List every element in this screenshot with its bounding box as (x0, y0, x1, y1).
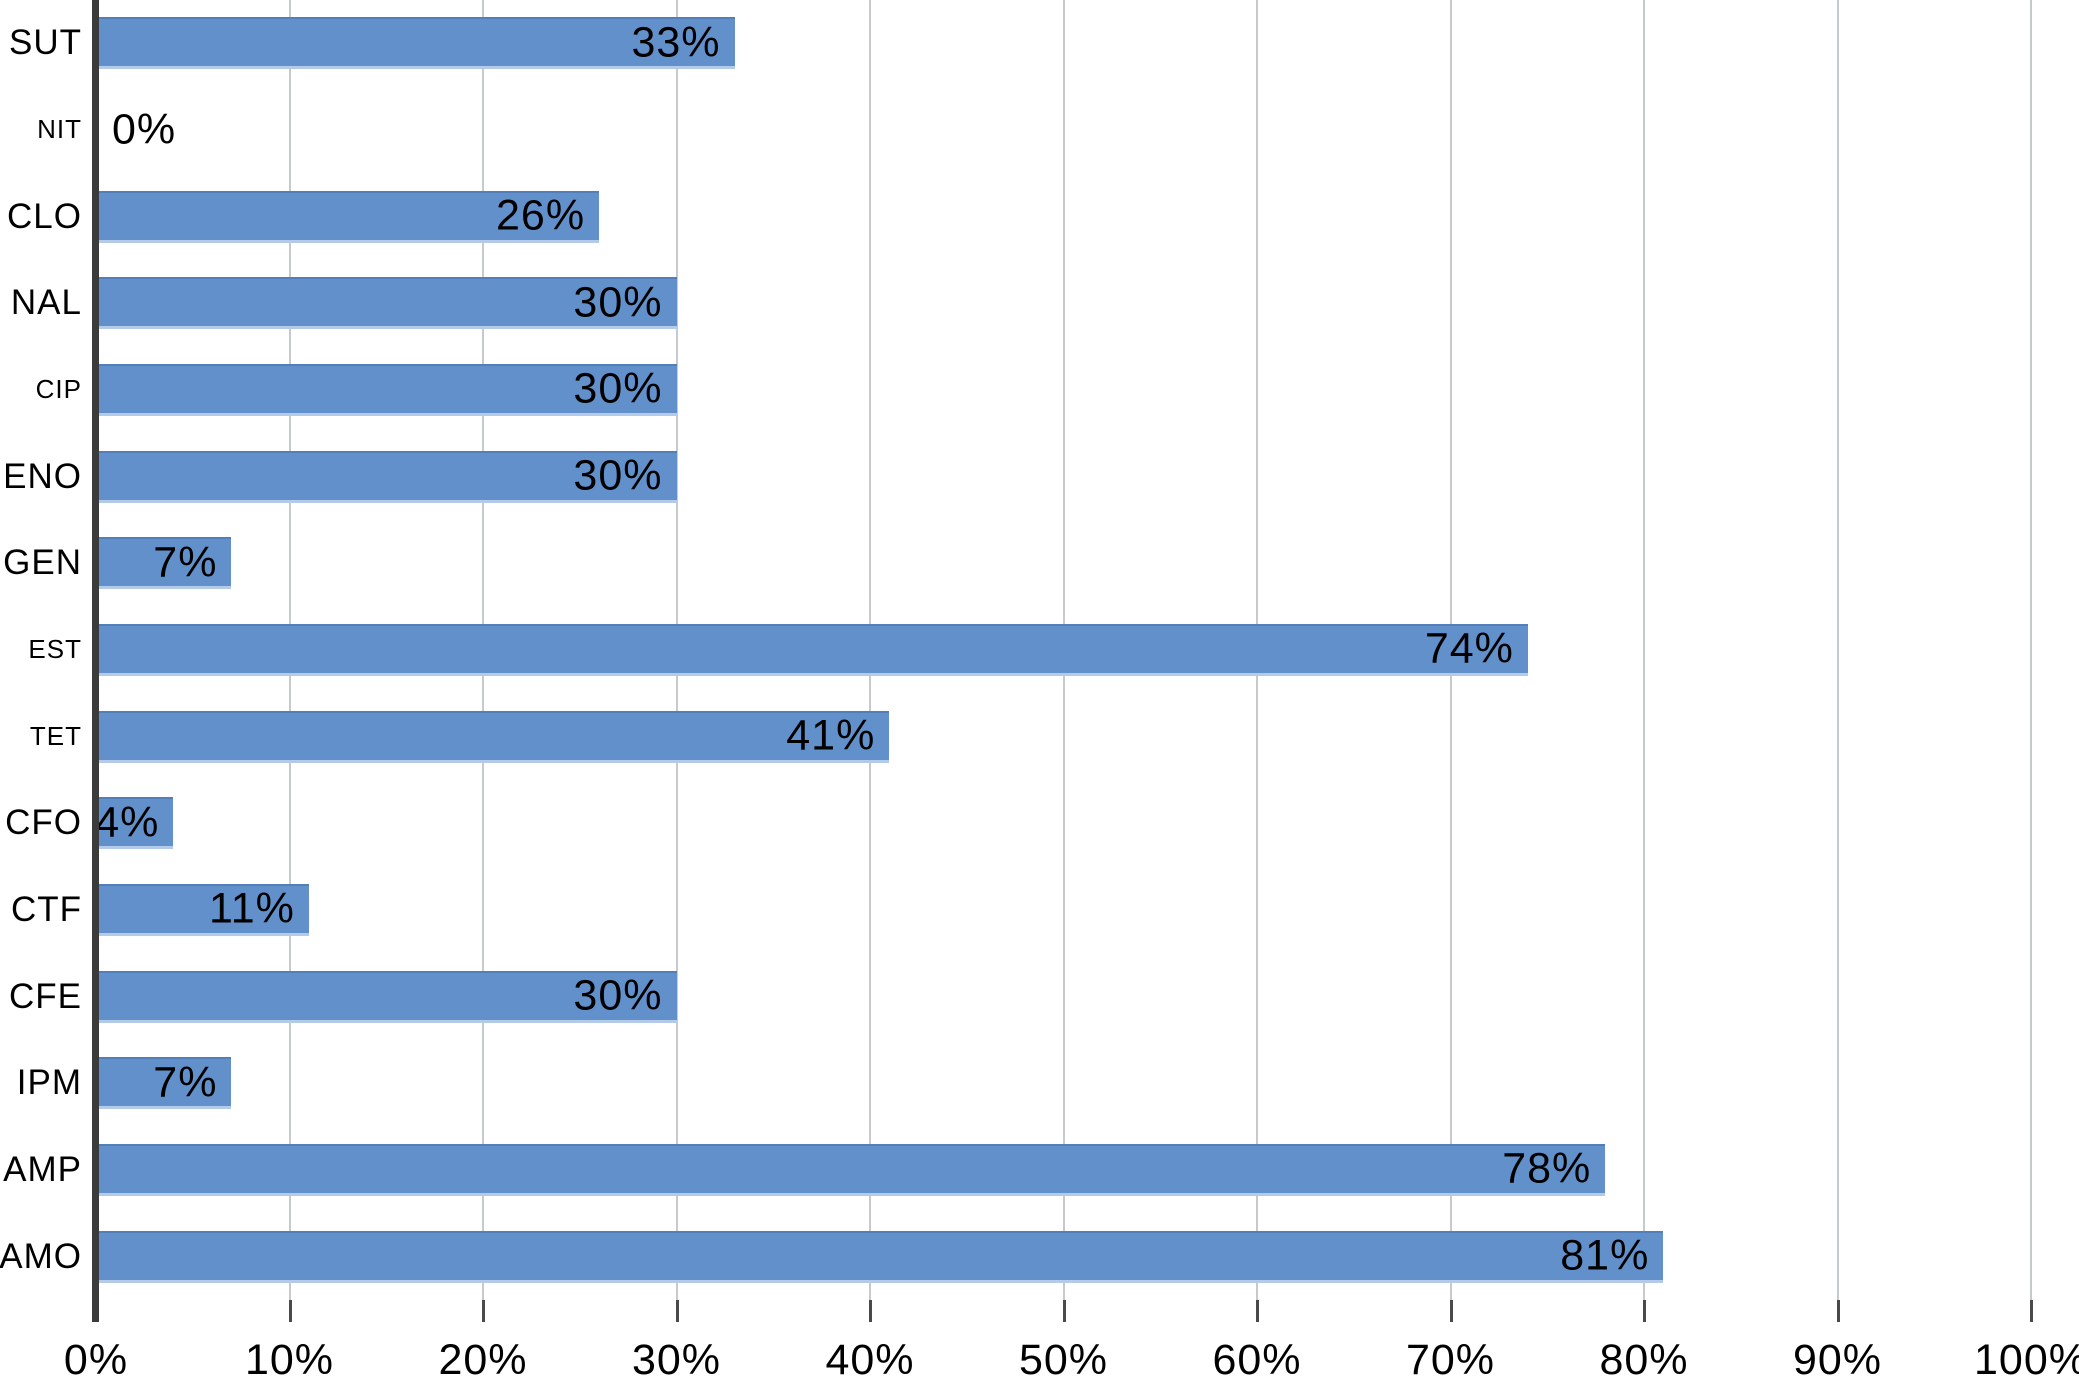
bar-value-label: 7% (153, 538, 218, 587)
bar-value-label: 4% (95, 798, 160, 847)
x-tick-label: 20% (438, 1336, 528, 1384)
x-axis-tick (1449, 1300, 1453, 1322)
bar: 30% (96, 970, 677, 1023)
category-label: NAL (10, 283, 82, 323)
bar: 30% (96, 450, 677, 503)
category-label: CFE (9, 976, 82, 1016)
bar-value-label: 30% (573, 278, 663, 327)
bar-value-label: 74% (1424, 624, 1514, 673)
gridline (1643, 0, 1645, 1300)
x-tick-label: 100% (1974, 1336, 2079, 1384)
bar: 33% (96, 17, 735, 70)
bar: 7% (96, 537, 232, 590)
category-label: IPM (16, 1063, 82, 1103)
x-tick-label: 10% (244, 1336, 335, 1384)
bar-value-label: 41% (786, 711, 876, 760)
bar-row: 78% (96, 1127, 2031, 1214)
x-tick-label: 90% (1792, 1336, 1883, 1384)
bar: 30% (96, 363, 677, 416)
x-tick-label: 30% (631, 1336, 722, 1384)
bar: 7% (96, 1057, 232, 1110)
bar-value-label: 78% (1502, 1144, 1592, 1193)
bar: 78% (96, 1143, 1606, 1196)
bar-value-label: 30% (573, 451, 663, 500)
x-axis-tick (1062, 1300, 1066, 1322)
bar-value-label: 30% (573, 971, 663, 1020)
category-label: AMO (0, 1236, 82, 1276)
bar-row: 7% (96, 1040, 2031, 1127)
x-tick-label: 50% (1018, 1336, 1109, 1384)
bar-row: 7% (96, 520, 2031, 607)
bar-row: 0% (96, 87, 2031, 174)
x-axis-tick (869, 1300, 872, 1322)
bar: 41% (96, 710, 890, 763)
bar: 11% (96, 883, 309, 936)
bar-value-label: 7% (153, 1058, 218, 1107)
category-label: ENO (3, 456, 82, 496)
bar-row: 11% (96, 867, 2031, 954)
category-label: AMP (3, 1149, 82, 1189)
bar-value-label: 30% (573, 364, 663, 413)
x-axis-tick (1836, 1300, 1840, 1322)
bar: 81% (96, 1230, 1664, 1283)
bar-value-label: 81% (1560, 1231, 1650, 1280)
bar: 30% (96, 277, 677, 330)
category-label: SUT (9, 23, 82, 63)
bar-row: 30% (96, 953, 2031, 1040)
bar: 74% (96, 623, 1528, 676)
category-label: TET (29, 721, 82, 752)
bar-value-label: 0% (112, 105, 177, 154)
category-label: EST (28, 634, 82, 665)
category-label: NIT (37, 114, 82, 145)
gridline (2030, 0, 2032, 1300)
category-label: CFO (5, 803, 82, 843)
bar-row: 4% (95, 780, 2031, 867)
x-axis-tick (675, 1300, 679, 1322)
x-tick-label: 80% (1599, 1336, 1689, 1384)
bar-row: 30% (96, 433, 2031, 520)
x-tick-label: 60% (1212, 1336, 1302, 1384)
x-axis-tick (288, 1300, 292, 1322)
category-label: CTF (10, 889, 82, 929)
x-axis-tick (2030, 1300, 2033, 1322)
x-tick-label: 70% (1405, 1336, 1496, 1384)
category-label: CIP (35, 374, 82, 405)
bar-row: 30% (96, 347, 2031, 434)
bar-row: 74% (96, 607, 2031, 694)
bar-row: 30% (96, 260, 2031, 347)
category-label: GEN (3, 543, 82, 583)
bar: 4% (95, 797, 174, 850)
bar-row: 41% (96, 693, 2031, 780)
plot-area: 33% 0% 26% 30% 30% 30% 7% 74% 41% 4% 11% 30% 7% 78% 81… (95, 0, 2032, 1300)
bar: 26% (96, 190, 600, 243)
x-tick-label: 0% (63, 1336, 129, 1384)
bar-value-label: 26% (496, 191, 586, 240)
x-axis-tick (1643, 1300, 1646, 1322)
bar-value-label: 11% (208, 884, 295, 933)
x-axis-tick (482, 1300, 485, 1322)
x-axis-tick (1256, 1300, 1259, 1322)
y-axis-labels: SUT NIT CLO NAL CIP ENO GEN EST TET CFO CTF CFE IPM A… (0, 0, 82, 1300)
category-label: CLO (7, 196, 82, 236)
bar-row: 33% (96, 0, 2031, 87)
gridline (1836, 0, 1839, 1300)
bar-value-label: 33% (631, 18, 721, 67)
x-tick-label: 40% (825, 1336, 915, 1384)
bar-row: 81% (96, 1213, 2031, 1300)
y-axis-line (92, 0, 99, 1322)
bar-row: 26% (96, 173, 2031, 260)
